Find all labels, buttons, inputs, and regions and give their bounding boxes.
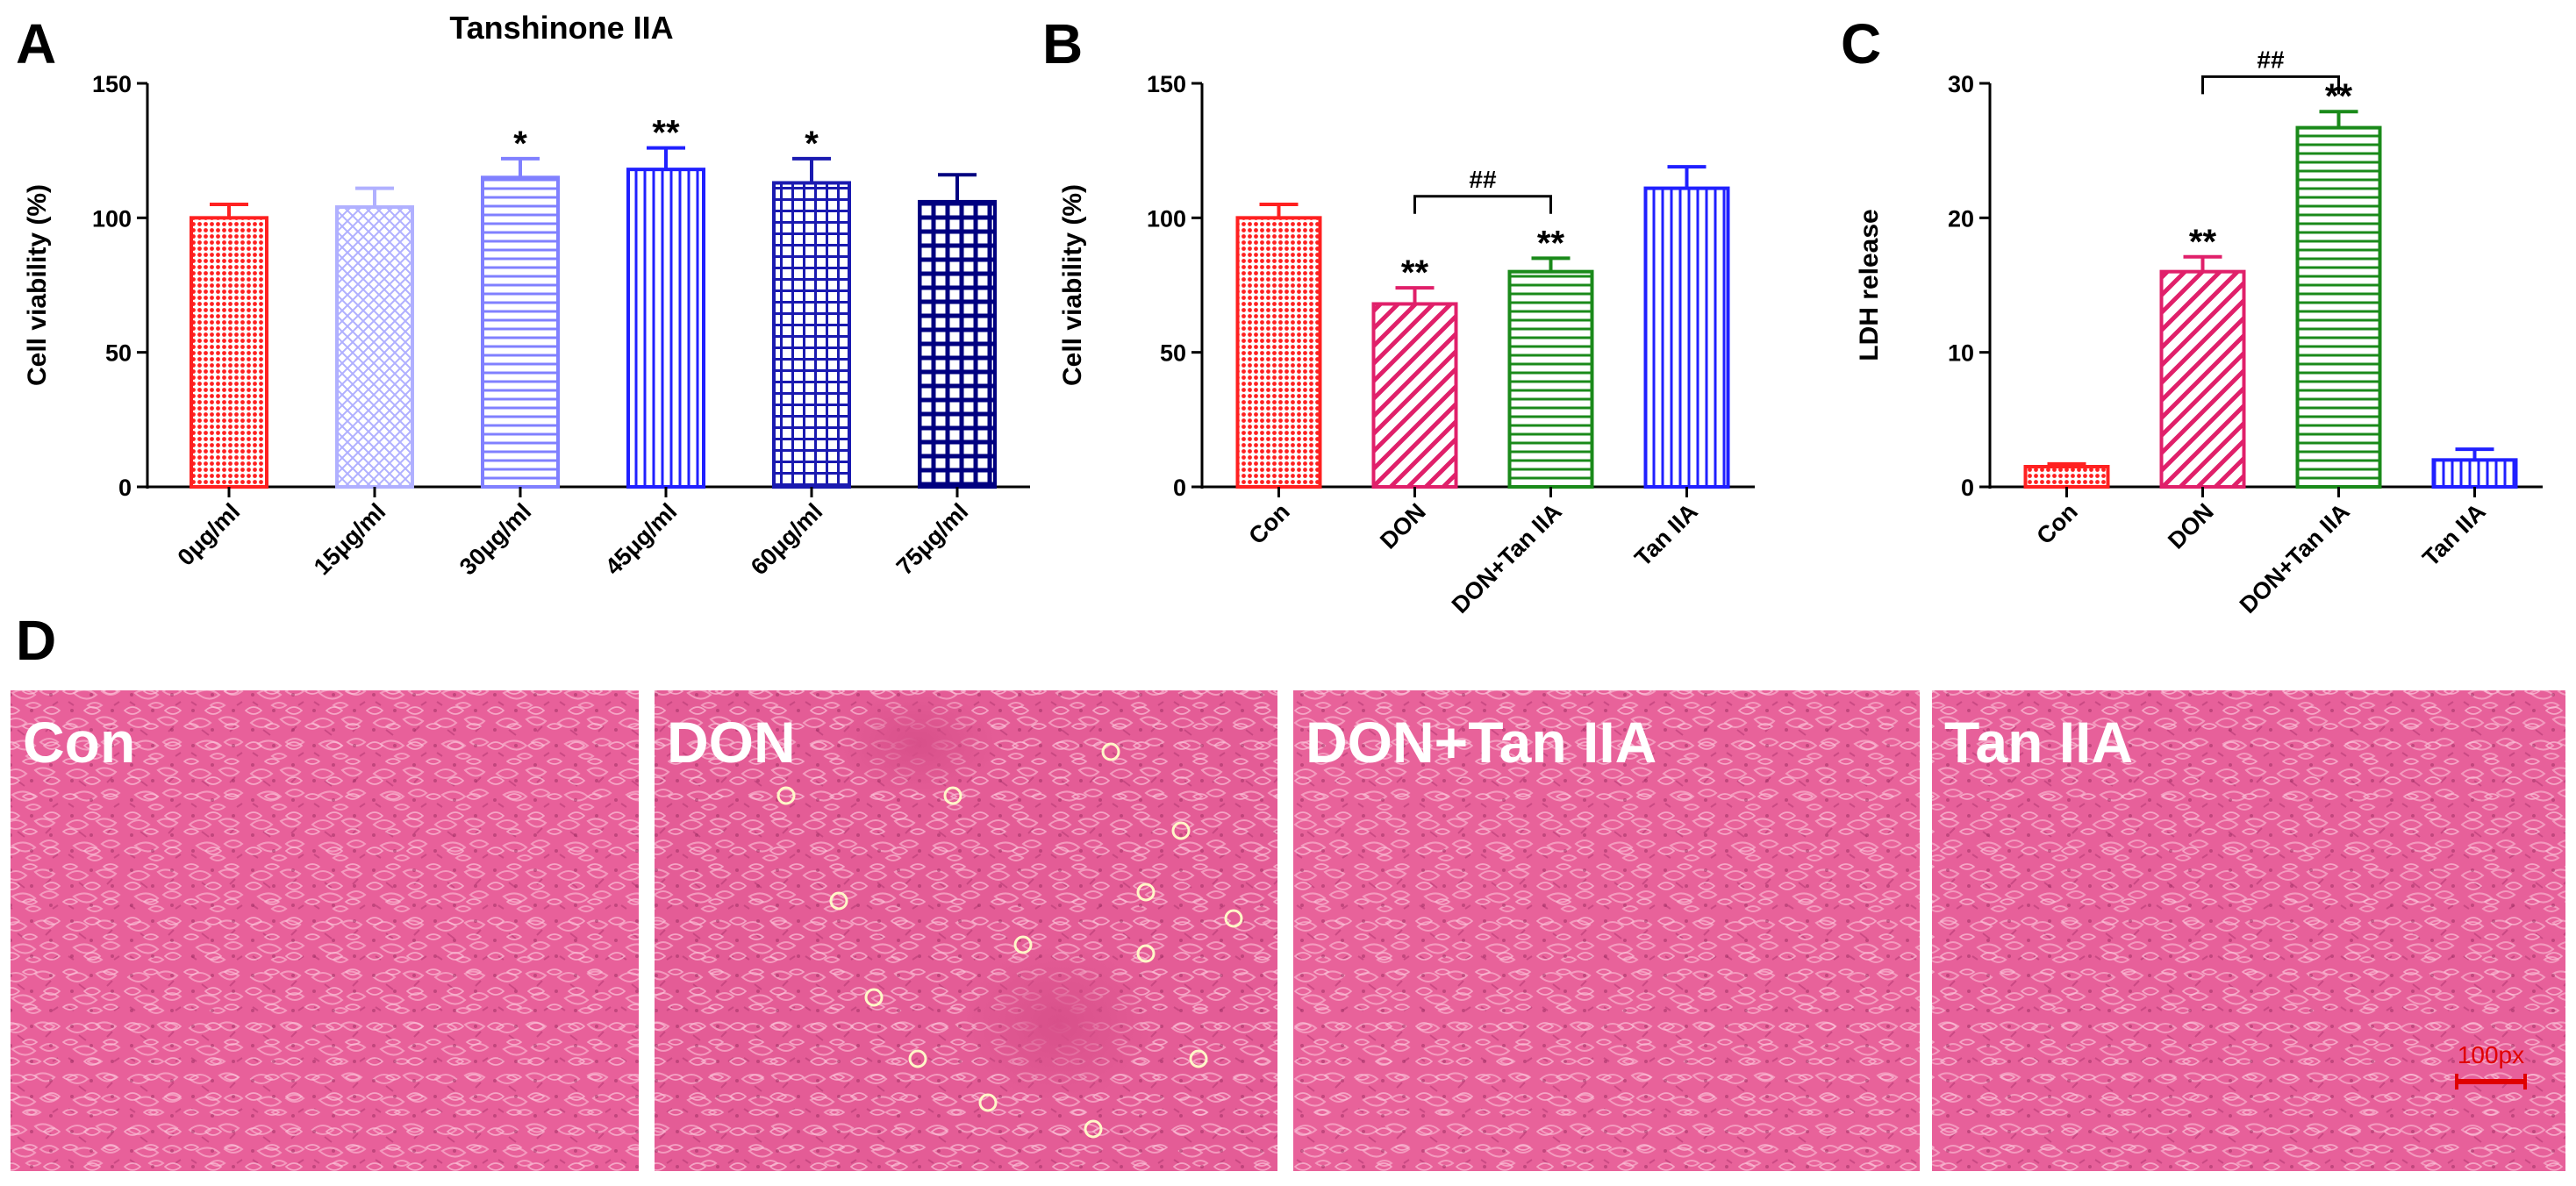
category-label: 15μg/ml <box>309 498 390 580</box>
photo-label: Tan IIA <box>1944 710 2133 775</box>
comparison-bracket <box>2201 75 2340 95</box>
y-tick-label: 50 <box>105 340 132 367</box>
significance-marker: * <box>805 125 819 163</box>
comparison-label: ## <box>1469 166 1497 193</box>
significance-marker: ** <box>1401 254 1429 292</box>
category-label: 0μg/ml <box>172 498 245 571</box>
y-tick-label: 0 <box>1961 475 1974 501</box>
photo-panel: Con DON DON+Tan IIA Tan IIA 100px <box>11 690 2565 1171</box>
category-label: Con <box>2031 498 2082 549</box>
y-tick-label: 100 <box>92 205 132 232</box>
rounded-cell <box>1189 1049 1208 1068</box>
category-label: DON+Tan IIA <box>1447 498 1567 618</box>
scale-bar-label: 100px <box>2458 1041 2524 1068</box>
category-label: 45μg/ml <box>600 498 682 580</box>
photo-label: Con <box>23 710 135 775</box>
category-label: DON <box>2163 498 2219 554</box>
rounded-cell <box>978 1093 998 1112</box>
bar-a-5 <box>918 199 997 489</box>
category-label: 60μg/ml <box>746 498 827 580</box>
panel-letter-d: D <box>16 609 56 672</box>
y-tick-label: 0 <box>118 475 132 501</box>
bar-b-1 <box>1371 302 1458 489</box>
category-label: Tan IIA <box>2417 498 2490 571</box>
category-label: 30μg/ml <box>454 498 536 580</box>
panel-letter-a: A <box>16 12 56 75</box>
rounded-cell <box>1084 1119 1103 1139</box>
chart-title: Tanshinone IIA <box>449 10 673 46</box>
y-tick-label: 50 <box>1160 340 1186 367</box>
category-label: DON <box>1375 498 1431 554</box>
y-tick-label: 100 <box>1147 205 1186 232</box>
category-label: DON+Tan IIA <box>2235 498 2355 618</box>
rounded-cell <box>1101 742 1120 761</box>
y-tick-label: 150 <box>92 71 132 97</box>
rounded-cell <box>1013 935 1033 954</box>
rounded-cell <box>864 988 884 1007</box>
photo-2: DON+Tan IIA <box>1293 690 1920 1171</box>
category-label: 75μg/ml <box>891 498 973 580</box>
bar-a-2 <box>481 175 560 489</box>
bar-a-4 <box>772 181 851 489</box>
comparison-bracket <box>1413 195 1552 214</box>
cell-texture-fine <box>11 690 639 1171</box>
y-tick-label: 10 <box>1948 340 1974 367</box>
rounded-cell <box>1224 909 1243 928</box>
rounded-cell <box>1171 821 1191 840</box>
rounded-cell <box>1136 882 1156 902</box>
bar-c-2 <box>2295 125 2382 489</box>
rounded-cell <box>908 1049 927 1068</box>
y-tick-label: 30 <box>1948 71 1974 97</box>
panel-letter-c: C <box>1841 12 1881 75</box>
sparse-region <box>839 690 997 796</box>
bar-b-3 <box>1643 186 1730 489</box>
y-tick-label: 150 <box>1147 71 1186 97</box>
chart-b: Cell viability (%) 0 50 100 150 Con ** DON ** DON… <box>1058 71 1755 618</box>
rounded-cell <box>943 786 962 805</box>
comparison-label: ## <box>2257 46 2285 73</box>
photo-0: Con <box>11 690 639 1171</box>
photo-1: DON <box>655 690 1277 1171</box>
cell-texture-fine <box>1293 690 1920 1171</box>
significance-marker: ** <box>1537 224 1565 262</box>
category-label: Tan IIA <box>1629 498 1702 571</box>
bar-b-0 <box>1235 216 1322 489</box>
rounded-cell <box>776 786 796 805</box>
scale-bar: 100px <box>2455 1041 2527 1090</box>
bar-c-0 <box>2023 465 2110 489</box>
chart-a: Tanshinone IIA Cell viability (%) 0 50 100 15… <box>23 10 1030 580</box>
photo-label: DON <box>667 710 796 775</box>
rounded-cell <box>829 891 848 911</box>
significance-marker: ** <box>2189 223 2217 261</box>
bar-a-1 <box>335 205 414 489</box>
bar-a-3 <box>626 168 705 489</box>
bar-b-2 <box>1507 269 1594 489</box>
significance-marker: ** <box>652 114 680 153</box>
photo-3: Tan IIA <box>1932 690 2565 1171</box>
y-axis-label: Cell viability (%) <box>23 184 52 386</box>
y-axis-label: Cell viability (%) <box>1058 184 1087 386</box>
bar-a-0 <box>190 216 268 489</box>
y-tick-label: 20 <box>1948 205 1974 232</box>
bar-c-3 <box>2431 458 2518 489</box>
photo-label: DON+Tan IIA <box>1306 710 1657 775</box>
y-tick-label: 0 <box>1173 475 1186 501</box>
rounded-cell <box>1136 944 1156 963</box>
significance-marker: * <box>513 125 527 163</box>
y-axis-label: LDH release <box>1855 209 1884 361</box>
panel-letter-b: B <box>1042 12 1083 75</box>
sparse-region <box>962 945 1155 1103</box>
category-label: Con <box>1243 498 1294 549</box>
cell-texture-fine <box>1932 690 2565 1171</box>
bar-c-1 <box>2159 269 2246 489</box>
